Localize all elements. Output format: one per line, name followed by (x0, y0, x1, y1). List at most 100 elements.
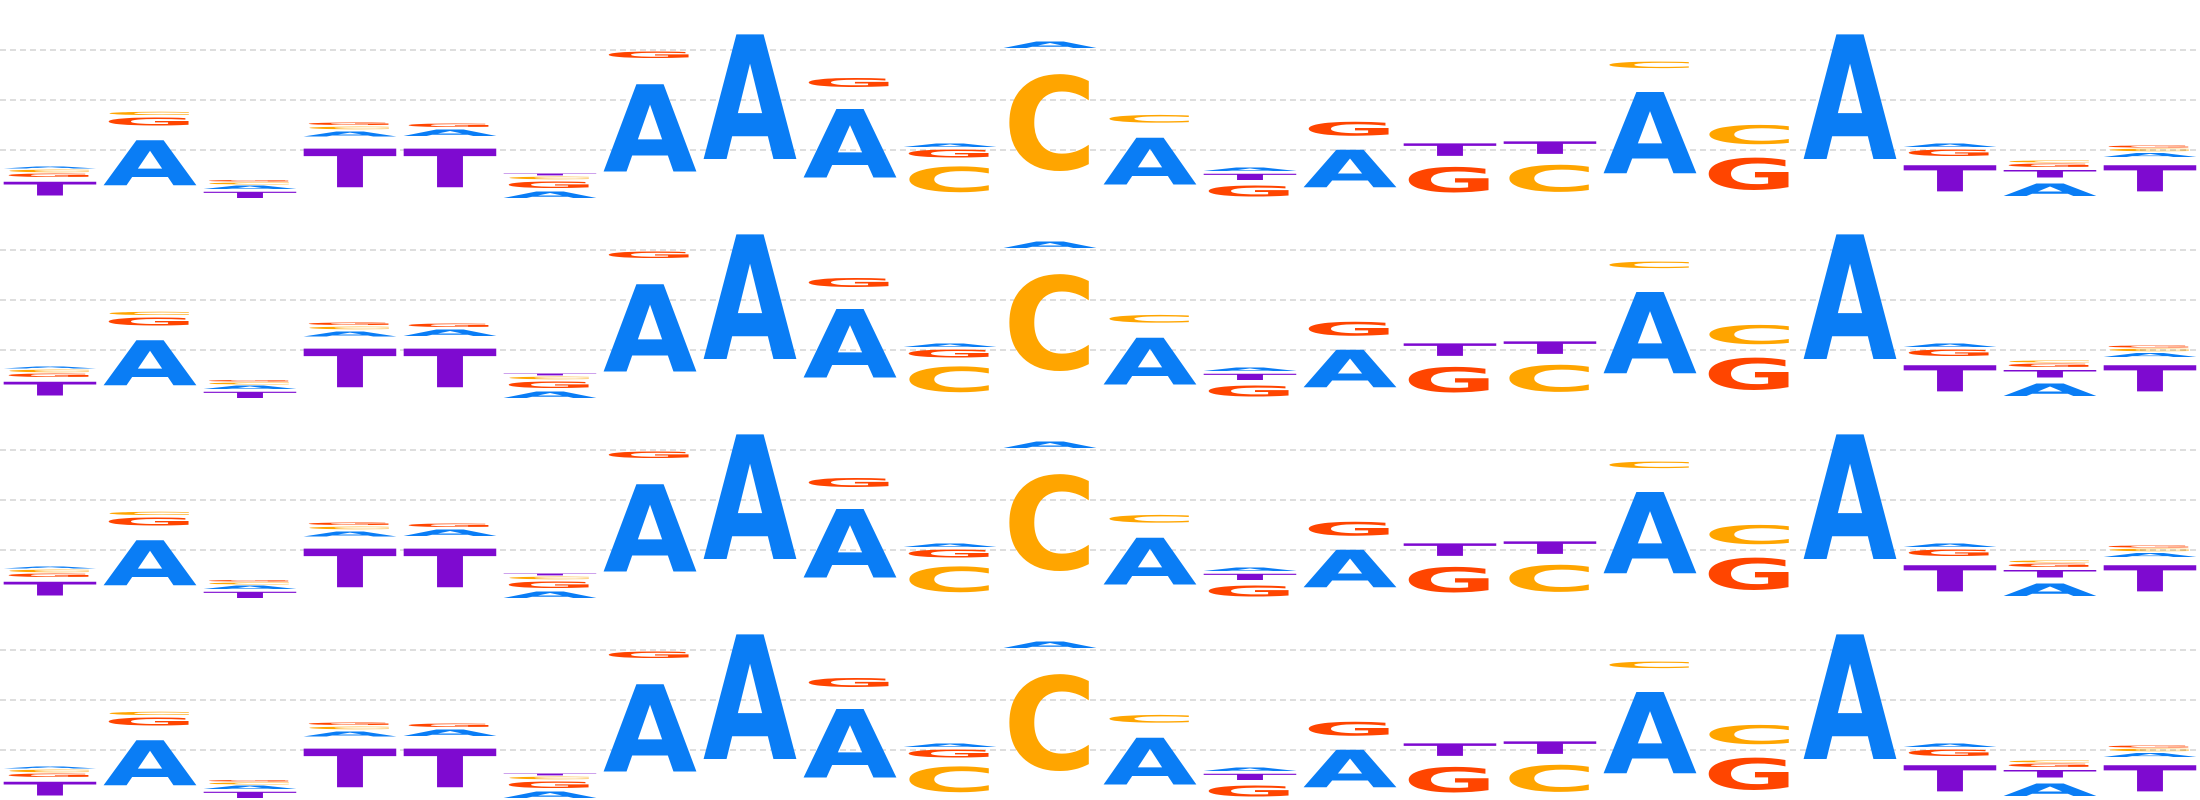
letter-C: C (303, 326, 397, 330)
letter-G: G (503, 580, 597, 590)
letter-C: C (1103, 513, 1197, 525)
letter-A: A (103, 128, 198, 200)
letter-C: C (503, 376, 597, 380)
letter-A: A (903, 343, 998, 348)
letter-G: G (2003, 763, 2097, 768)
logo-column-20: TGA (1903, 743, 1998, 800)
logo-column-8: A (703, 200, 797, 399)
logo-column-14: AG (1303, 718, 1397, 799)
letter-T: T (303, 738, 397, 800)
letter-C: C (1103, 313, 1197, 325)
letter-G: G (1903, 148, 1997, 158)
letter-G: G (3, 373, 97, 378)
letter-A: A (803, 90, 897, 200)
letter-A: A (1603, 71, 1697, 200)
letter-C: C (203, 582, 297, 585)
letter-T: T (3, 378, 97, 400)
letter-A: A (603, 461, 697, 600)
letter-A: A (1903, 343, 1998, 348)
letter-A: A (1103, 525, 1197, 600)
letter-A: A (3, 766, 98, 769)
letter-G: G (1903, 748, 1997, 758)
logo-column-15: GT (1403, 340, 1497, 400)
letter-G: G (1203, 582, 1297, 600)
letter-A: A (203, 185, 298, 190)
letter-T: T (1203, 172, 1298, 182)
letter-C: C (503, 176, 597, 180)
letter-G: G (603, 650, 697, 660)
letter-G: G (1303, 318, 1397, 340)
letter-A: A (303, 730, 398, 738)
letter-G: G (2103, 345, 2197, 348)
letter-G: G (3, 173, 97, 178)
letter-C: C (1003, 51, 1097, 200)
letter-A: A (1203, 167, 1298, 172)
letter-G: G (1303, 118, 1397, 140)
letter-G: G (903, 148, 997, 160)
letter-T: T (2103, 358, 2197, 400)
letter-C: C (3, 169, 97, 173)
letter-G: G (2103, 145, 2197, 148)
letter-T: T (503, 173, 597, 176)
letter-T: T (403, 738, 497, 800)
letter-A: A (903, 543, 998, 548)
letter-C: C (1003, 451, 1097, 600)
letter-T: T (303, 138, 397, 200)
letter-A: A (803, 290, 897, 400)
letter-A: A (2103, 352, 2198, 358)
letter-A: A (103, 728, 198, 800)
letter-A: A (803, 490, 897, 600)
letter-C: C (503, 576, 597, 580)
letter-A: A (1203, 567, 1298, 572)
letter-G: G (1703, 551, 1797, 600)
letter-C: C (1503, 359, 1597, 401)
letter-T: T (503, 573, 597, 576)
logo-column-17: AC (1603, 660, 1697, 800)
letter-G: G (103, 516, 197, 528)
letter-A: A (3, 566, 98, 569)
letter-A: A (2103, 552, 2198, 558)
logo-column-20: TGA (1903, 343, 1998, 400)
letter-C: C (1003, 251, 1097, 400)
letter-A: A (703, 400, 797, 599)
letter-T: T (1503, 738, 1597, 758)
letter-A: A (703, 0, 797, 199)
letter-G: G (1203, 182, 1297, 200)
letter-T: T (1403, 140, 1497, 160)
letter-G: G (903, 748, 997, 760)
letter-T: T (1503, 538, 1597, 558)
letter-G: G (203, 580, 297, 582)
letter-C: C (3, 569, 97, 573)
letter-C: C (1103, 713, 1197, 725)
logo-column-17: AC (1603, 260, 1697, 400)
letter-G: G (603, 450, 697, 460)
letter-G: G (2003, 563, 2097, 568)
letter-G: G (203, 780, 297, 782)
logo-column-10: CGA (903, 543, 998, 600)
letter-T: T (503, 773, 597, 776)
letter-A: A (1103, 125, 1197, 200)
letter-G: G (1903, 548, 1997, 558)
logo-column-20: TGA (1903, 543, 1998, 600)
letter-A: A (2003, 380, 2097, 400)
logo-column-9: AG (803, 475, 897, 600)
letter-T: T (203, 190, 298, 200)
logo-column-18: GC (1703, 720, 1797, 800)
letter-A: A (703, 600, 797, 799)
letter-T: T (403, 138, 497, 200)
logo-column-18: GC (1703, 120, 1797, 200)
letter-A: A (1203, 767, 1298, 772)
letter-C: C (1703, 120, 1797, 150)
letter-G: G (803, 475, 897, 490)
letter-T: T (2103, 558, 2197, 600)
logo-column-5: TAG (403, 323, 498, 400)
letter-A: A (403, 328, 498, 338)
logo-column-14: AG (1303, 118, 1397, 199)
